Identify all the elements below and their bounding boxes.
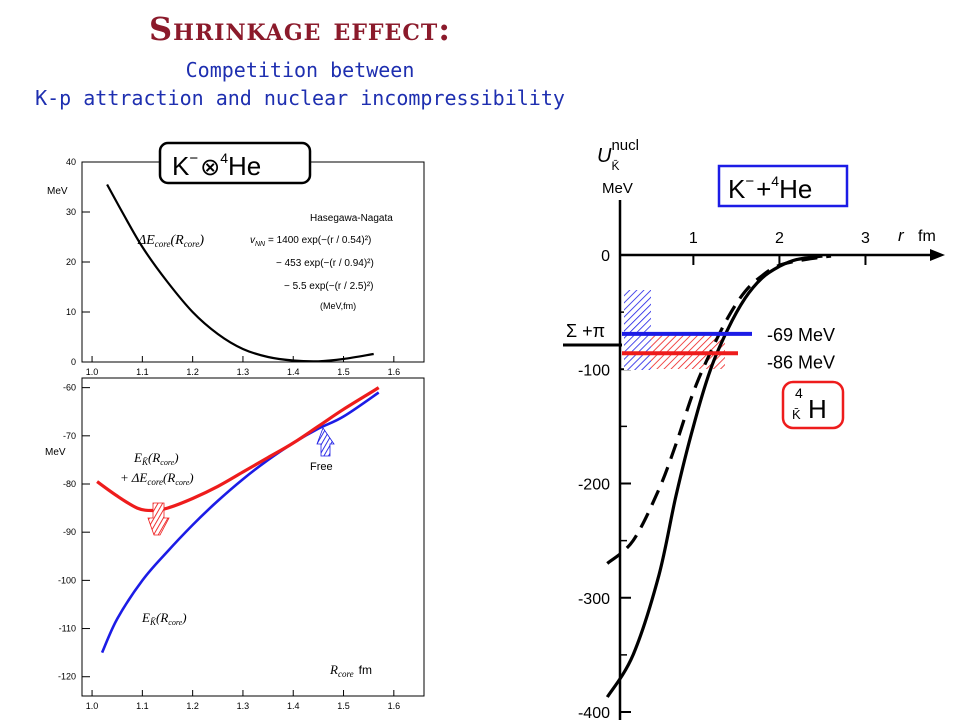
bottom-left-x-tick-label: 1.1 (136, 701, 149, 711)
bottom-left-y-tick-label: -110 (59, 624, 76, 634)
blue-curve-label: EK̄(Rcore) (141, 610, 187, 627)
hypernucleus-box (781, 380, 845, 430)
top-left-x-tick-label: 1.5 (337, 367, 350, 377)
top-left-x-tick-label: 1.4 (287, 367, 300, 377)
top-left-x-tick-label: 1.3 (237, 367, 250, 377)
top-left-nucleus-label: K−⊗4He (172, 150, 261, 181)
right-ylabel: UK̄nucl (597, 137, 639, 173)
right-y-tick-label: -100 (578, 362, 610, 379)
right-xlabel: r (898, 226, 905, 245)
top-left-x-tick-label: 1.6 (388, 367, 401, 377)
page-subtitle-line1: Competition between (185, 58, 415, 82)
potential-term-3: − 5.5 exp(−(r / 2.5)²) (284, 281, 373, 292)
right-y-tick-label: 0 (601, 248, 610, 265)
bottom-left-x-tick-label: 1.4 (287, 701, 300, 711)
potential-lhs-label: vNN (250, 235, 266, 248)
right-xlabel-unit: fm (918, 228, 936, 245)
x-axis-arrow-icon (930, 249, 945, 261)
delta-e-core-curve (106, 183, 374, 363)
right-x-tick-label: 3 (861, 230, 870, 247)
minimum-arrow-icon (147, 502, 170, 536)
top-left-x-tick-label: 1.2 (186, 367, 199, 377)
right-panel: 1 2 3 0 -100 -200 -300 -400 UK̄nucl MeV r fm K… (563, 137, 945, 720)
e-kbar-plus-core-curve (96, 386, 380, 513)
top-left-x-tick-label: 1.0 (86, 367, 99, 377)
top-left-nucleus-box (158, 141, 312, 185)
page-title: Shrinkage effect: (148, 10, 452, 48)
top-left-x-tick-label: 1.1 (136, 367, 149, 377)
potential-term-1: = 1400 exp(−(r / 0.54)²) (268, 235, 371, 246)
right-y-tick-label: -400 (578, 705, 610, 720)
top-left-ylabel: MeV (47, 186, 68, 197)
top-left-y-tick-label: 10 (66, 307, 76, 317)
bottom-left-x-tick-label: 1.5 (337, 701, 350, 711)
top-left-y-tick-label: 0 (71, 357, 76, 367)
right-ylabel-unit: MeV (602, 180, 633, 197)
bottom-left-y-tick-label: -60 (63, 383, 76, 393)
blue-hatched-region (624, 290, 651, 370)
right-nucleus-box (717, 164, 849, 208)
top-left-y-tick-label: 40 (66, 157, 76, 167)
top-left-y-tick-label: 30 (66, 207, 76, 217)
bottom-left-y-tick-label: -90 (63, 527, 76, 537)
bottom-left-ylabel: MeV (45, 447, 66, 458)
bottom-left-y-tick-label: -100 (58, 575, 76, 585)
mass-number: 4 (220, 150, 228, 166)
top-left-y-tick-label: 20 (66, 257, 76, 267)
bottom-left-y-tick-label: -70 (63, 431, 76, 441)
bottom-left-x-tick-label: 1.3 (237, 701, 250, 711)
page-subtitle-line2: K-p attraction and nuclear incompressibi… (35, 86, 565, 110)
bottom-left-x-tick-label: 1.2 (186, 701, 199, 711)
bottom-left-axes-frame (81, 377, 425, 697)
bottom-left-y-tick-label: -120 (58, 672, 76, 682)
bottom-left-x-tick-label: 1.6 (388, 701, 401, 711)
hypernucleus-kaon: K̄ (792, 407, 801, 422)
potential-author-label: Hasegawa-Nagata (310, 213, 393, 224)
bottom-left-x-tick-label: 1.0 (86, 701, 99, 711)
red-curve-label-line2: + ΔEcore(Rcore) (120, 470, 194, 487)
red-curve-label-line1: EK̄(Rcore) (133, 450, 179, 467)
potential-units-label: (MeV,fm) (320, 301, 356, 311)
kaon-charge: − (189, 150, 198, 167)
bottom-left-y-tick-label: -80 (63, 479, 76, 489)
level-label-69: -69 MeV (767, 325, 835, 345)
kaon-symbol: K (172, 151, 190, 181)
top-left-panel: 0 10 20 30 40 1.0 1.1 1.2 1.3 1.4 1.5 1.6 MeV K−⊗4… (47, 141, 425, 377)
free-arrow-icon (316, 427, 335, 457)
otimes-symbol: ⊗ (200, 154, 220, 181)
helium-symbol: He (228, 151, 261, 181)
bottom-left-xlabel: Rcore fm (329, 662, 372, 679)
free-label: Free (310, 461, 333, 473)
e-kbar-curve (100, 391, 380, 654)
hypernucleus-mass-number: 4 (795, 385, 803, 401)
delta-e-core-label: ΔEcore(Rcore) (137, 233, 204, 249)
solid-potential-curve (605, 254, 823, 698)
bottom-left-panel: -60 -70 -80 -90 -100 -110 -120 1.0 1.1 1.2 1.3 1.4… (45, 377, 425, 711)
sigma-pi-threshold-label: Σ +π (566, 321, 605, 341)
right-x-tick-label: 2 (775, 230, 784, 247)
level-label-86: -86 MeV (767, 352, 835, 372)
right-nucleus-label: K−+4He (728, 173, 812, 204)
right-y-tick-label: -300 (578, 591, 610, 608)
potential-term-2: − 453 exp(−(r / 0.94)²) (276, 258, 374, 269)
hypernucleus-symbol: H (808, 394, 827, 424)
right-y-tick-label: -200 (578, 477, 610, 494)
right-x-tick-label: 1 (689, 230, 698, 247)
